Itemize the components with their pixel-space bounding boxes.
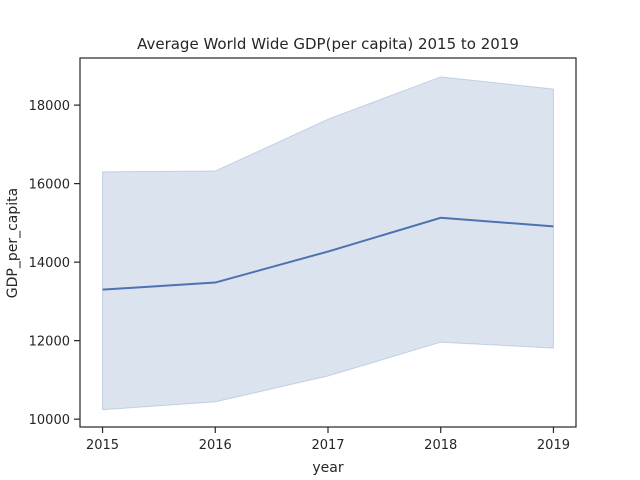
plot-area: 2015 2016 2017 2018 2019 10000 12000 14000 16000… [29,57,577,453]
y-tick-label: 10000 [29,413,70,428]
x-tick-label: 2017 [311,438,344,453]
y-tick-label: 16000 [29,178,70,193]
y-tick-label: 12000 [29,335,70,350]
x-tick-label: 2016 [199,438,232,453]
x-axis-label: year [312,460,343,476]
chart-title: Average World Wide GDP(per capita) 2015 … [137,35,519,53]
x-tick-label: 2015 [86,438,119,453]
x-tick-label: 2018 [424,438,457,453]
confidence-band [102,76,554,411]
y-tick-label: 14000 [29,256,70,271]
y-tick-label: 18000 [29,99,70,114]
y-axis-label: GDP_per_capita [5,188,21,298]
x-tick-label: 2019 [537,438,570,453]
